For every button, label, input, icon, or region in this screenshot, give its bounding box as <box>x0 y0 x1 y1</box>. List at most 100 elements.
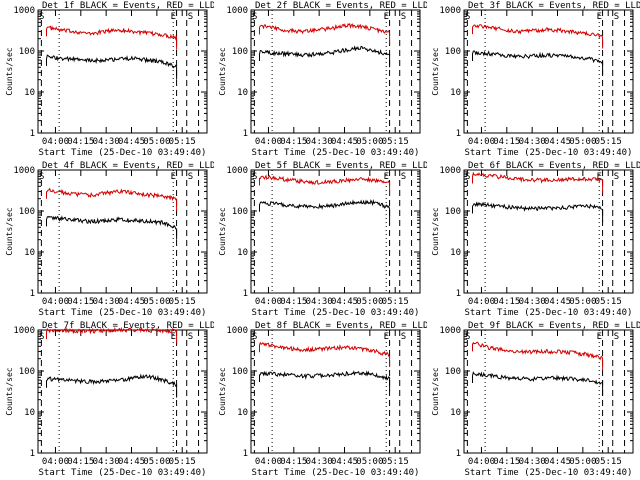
x-tick-label: 05:00 <box>143 137 170 147</box>
y-tick-label: 1000 <box>439 166 461 176</box>
plot-frame <box>37 329 208 454</box>
y-tick-label: 100 <box>19 47 35 57</box>
x-axis-label: Start Time (25-Dec-10 03:49:40) <box>39 308 207 318</box>
events-series-line <box>472 371 604 396</box>
y-axis-label: Counts/sec <box>5 47 14 95</box>
x-axis-label: Start Time (25-Dec-10 03:49:40) <box>465 148 633 158</box>
marker-label: S <box>614 12 619 22</box>
x-tick-label: 05:15 <box>169 137 196 147</box>
y-tick-label: 1 <box>243 129 248 139</box>
y-tick-label: 10 <box>450 248 461 258</box>
lld-series-line <box>472 341 604 371</box>
x-tick-label: 05:00 <box>356 297 383 307</box>
x-tick-label: 05:15 <box>382 297 409 307</box>
y-axis-label: Counts/sec <box>5 207 14 255</box>
events-series-line <box>259 45 391 68</box>
chart-title: Det 1f BLACK = Events, RED = LLD <box>42 1 214 11</box>
x-tick-label: 05:00 <box>143 457 170 467</box>
lld-series-line <box>259 22 391 45</box>
x-tick-label: 04:00 <box>468 457 495 467</box>
marker-label: S <box>401 12 406 22</box>
chart-panel-4: Det 4f BLACK = Events, RED = LLD 1 10 100 10… <box>5 161 214 318</box>
events-series-line <box>46 373 178 398</box>
marker-label: S <box>252 172 257 182</box>
y-tick-label: 100 <box>445 47 461 57</box>
plot-frame <box>37 9 208 134</box>
y-tick-label: 100 <box>445 367 461 377</box>
marker-label: S <box>252 12 257 22</box>
marker-label: S <box>401 172 406 182</box>
x-tick-label: 04:00 <box>255 297 282 307</box>
chart-title: Det 5f BLACK = Events, RED = LLD <box>255 161 427 171</box>
x-tick-label: 04:15 <box>493 457 520 467</box>
y-tick-label: 100 <box>19 207 35 217</box>
y-tick-label: 1000 <box>226 166 248 176</box>
y-tick-label: 1000 <box>226 326 248 336</box>
x-tick-label: 04:15 <box>280 137 307 147</box>
chart-title: Det 8f BLACK = Events, RED = LLD <box>255 321 427 331</box>
marker-label: E <box>171 12 176 22</box>
x-tick-label: 04:30 <box>519 457 546 467</box>
events-series-line <box>259 370 391 391</box>
x-tick-label: 04:15 <box>493 137 520 147</box>
x-tick-label: 04:15 <box>67 137 94 147</box>
lld-series-line <box>259 341 391 367</box>
marker-label: S <box>252 332 257 342</box>
y-tick-label: 1 <box>30 129 35 139</box>
marker-label: E <box>171 332 176 342</box>
marker-label: E <box>384 172 389 182</box>
marker-label: S <box>401 332 406 342</box>
plot-frame <box>250 169 421 294</box>
y-axis-label: Counts/sec <box>218 47 227 95</box>
events-series-line <box>472 50 604 75</box>
x-tick-label: 04:45 <box>331 457 358 467</box>
marker-label: S <box>188 332 193 342</box>
marker-label: S <box>188 12 193 22</box>
chart-title: Det 9f BLACK = Events, RED = LLD <box>468 321 640 331</box>
y-axis-label: Counts/sec <box>431 207 440 255</box>
y-tick-label: 1000 <box>226 6 248 16</box>
x-axis-label: Start Time (25-Dec-10 03:49:40) <box>39 148 207 158</box>
x-tick-label: 04:30 <box>93 137 120 147</box>
events-series-line <box>46 54 178 80</box>
marker-label: E <box>597 172 602 182</box>
x-tick-label: 04:00 <box>42 297 69 307</box>
y-axis-label: Counts/sec <box>431 367 440 415</box>
x-tick-label: 04:30 <box>306 297 333 307</box>
chart-title: Det 4f BLACK = Events, RED = LLD <box>42 161 214 171</box>
x-tick-label: 05:15 <box>382 457 409 467</box>
y-tick-label: 100 <box>19 367 35 377</box>
x-axis-label: Start Time (25-Dec-10 03:49:40) <box>465 468 633 478</box>
marker-label: S <box>188 172 193 182</box>
events-series-line <box>259 199 391 221</box>
y-tick-label: 10 <box>450 88 461 98</box>
x-tick-label: 04:15 <box>280 297 307 307</box>
events-series-line <box>46 215 178 240</box>
y-tick-label: 1000 <box>439 6 461 16</box>
x-tick-label: 04:15 <box>67 457 94 467</box>
x-tick-label: 05:00 <box>143 297 170 307</box>
plot-frame <box>463 329 634 454</box>
x-tick-label: 05:15 <box>595 297 622 307</box>
chart-title: Det 7f BLACK = Events, RED = LLD <box>42 321 214 331</box>
x-tick-label: 05:15 <box>169 297 196 307</box>
marker-label: S <box>39 332 44 342</box>
x-tick-label: 04:45 <box>118 137 145 147</box>
x-tick-label: 05:15 <box>169 457 196 467</box>
y-tick-label: 100 <box>232 47 248 57</box>
y-tick-label: 1000 <box>439 326 461 336</box>
x-tick-label: 04:00 <box>468 137 495 147</box>
marker-label: E <box>384 332 389 342</box>
marker-label: S <box>39 12 44 22</box>
y-tick-label: 10 <box>24 408 35 418</box>
y-tick-label: 100 <box>232 367 248 377</box>
x-tick-label: 04:45 <box>331 137 358 147</box>
y-tick-label: 100 <box>445 207 461 217</box>
chart-title: Det 6f BLACK = Events, RED = LLD <box>468 161 640 171</box>
x-tick-label: 04:30 <box>93 457 120 467</box>
y-tick-label: 100 <box>232 207 248 217</box>
x-tick-label: 04:00 <box>255 457 282 467</box>
plot-frame <box>250 329 421 454</box>
chart-panel-1: Det 1f BLACK = Events, RED = LLD 1 10 100 10… <box>5 1 214 158</box>
chart-panel-3: Det 3f BLACK = Events, RED = LLD 1 10 100 10… <box>431 1 640 158</box>
